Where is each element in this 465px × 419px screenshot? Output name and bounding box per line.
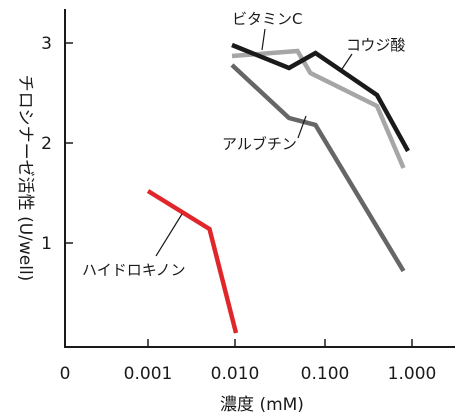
x-tick-label: 0.010: [211, 364, 260, 384]
arbutin-label: アルブチン: [222, 135, 297, 153]
series-line-2: [230, 63, 406, 273]
x-tick-label: 0: [60, 364, 71, 384]
series-line-3: [146, 189, 239, 334]
y-tick-label: 1: [41, 234, 52, 254]
x-tick-label: 0.100: [301, 364, 350, 384]
arbutin-label-leader: [297, 115, 307, 139]
hydroquinone-label-leader: [155, 213, 183, 257]
x-ticks: 0 0.001 0.010 0.100 1.000: [60, 339, 437, 384]
series-line-0: [231, 48, 406, 169]
y-tick-label: 3: [41, 34, 52, 54]
vitamin-c-label-leader: [261, 28, 266, 51]
kojic-acid-label-leader: [339, 53, 353, 73]
vitamin-c-label: ビタミンC: [232, 10, 302, 28]
x-tick-label: 1.000: [388, 364, 437, 384]
kojic-acid-label: コウジ酸: [346, 36, 405, 54]
y-axis-title: チロシナーゼ活性 (U/well): [15, 75, 35, 282]
series-layer: [146, 42, 410, 334]
series-line-1: [231, 42, 410, 153]
hydroquinone-label: ハイドロキノン: [82, 261, 186, 279]
x-axis-title: 濃度 (mM): [220, 395, 304, 415]
x-tick-label: 0.001: [124, 364, 173, 384]
y-ticks: 1 2 3: [41, 34, 73, 254]
y-tick-label: 2: [41, 134, 52, 154]
axes: [64, 9, 455, 348]
series-labels: ビタミンC コウジ酸 アルブチン ハイドロキノン: [82, 10, 405, 279]
